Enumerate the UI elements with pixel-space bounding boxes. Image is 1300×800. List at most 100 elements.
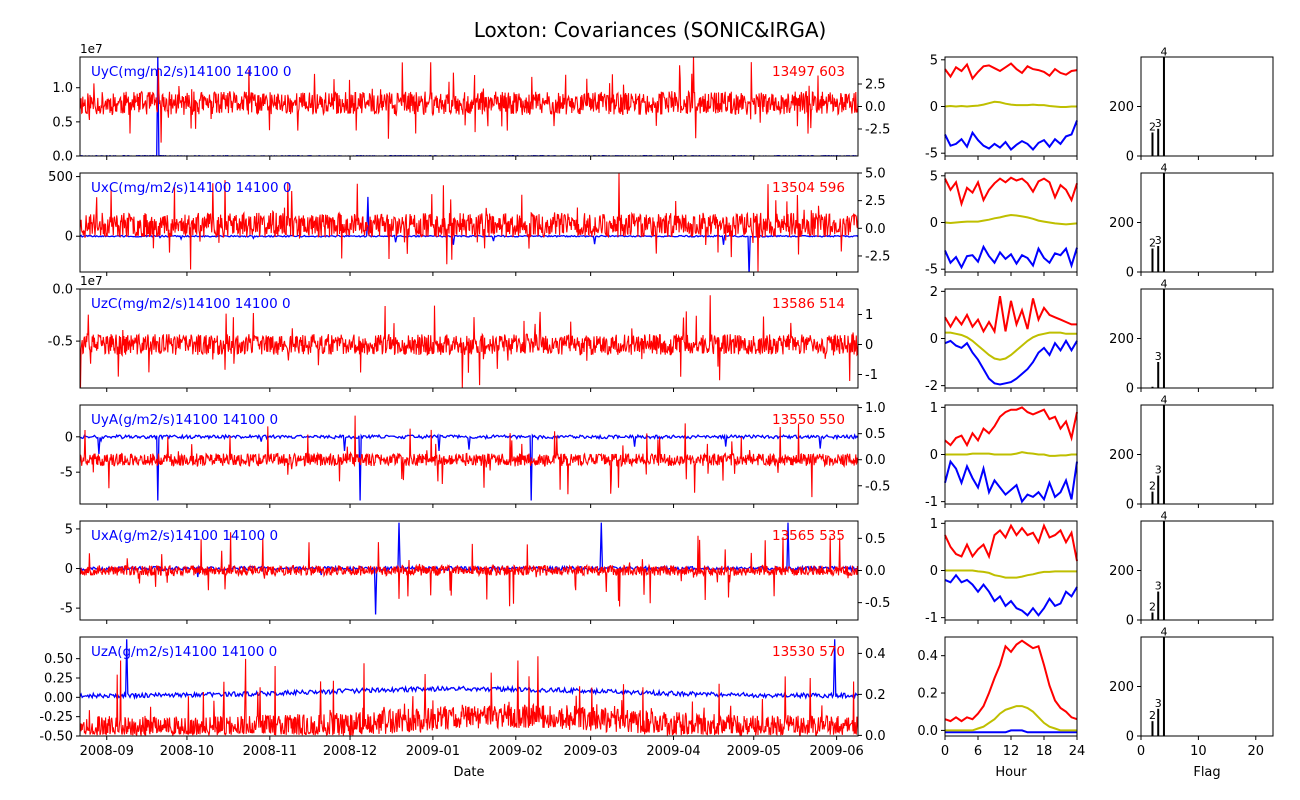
- diurnal-y-tick-label: 5: [930, 53, 938, 68]
- date-tick-label: 2008-09: [80, 744, 134, 759]
- hour-tick-label: 6: [974, 744, 982, 759]
- flag-axis-label: Flag: [1193, 765, 1220, 780]
- diurnal-y-tick-label: 0.0: [917, 724, 938, 739]
- diurnal-y-tick-label: 2: [930, 285, 938, 300]
- hour-tick-label: 18: [1036, 744, 1053, 759]
- diurnal-lower-line: [944, 573, 1078, 617]
- flag-y-tick-label: 200: [1109, 216, 1134, 231]
- timeseries-panel-6: 0.50 0.25 0.00 -0.25 -0.50 0.4 0.2 0.0 2008-09 20…: [39, 636, 886, 780]
- flag-bar-label: 3: [1155, 350, 1162, 363]
- diurnal-y-tick-label: 0: [930, 448, 938, 463]
- flag-bar: [1157, 362, 1160, 388]
- diurnal-upper-line: [944, 176, 1078, 208]
- diurnal-mean-line: [944, 100, 1077, 108]
- flag-y-tick-label: 200: [1109, 448, 1134, 463]
- flag-frame: [1140, 520, 1274, 621]
- flag-frame: [1140, 404, 1274, 505]
- flag-bar: [1157, 128, 1160, 156]
- diurnal-y-tick-label: 1: [930, 517, 938, 532]
- flag-bar: [1157, 246, 1160, 272]
- series-counts: 13530 570: [772, 644, 845, 660]
- date-tick-label: 2009-06: [809, 744, 863, 759]
- flag-bar: [1151, 491, 1154, 504]
- right-tick-label: -0.5: [865, 479, 890, 494]
- series-counts: 13550 550: [772, 412, 845, 428]
- left-tick-label: 0.00: [44, 691, 73, 706]
- left-tick-label: 0.0: [52, 150, 73, 165]
- flag-y-tick-label: 0: [1126, 150, 1134, 165]
- flag-panel-3: 3 4 0 200: [1109, 277, 1274, 397]
- right-tick-label: 0.5: [865, 427, 886, 442]
- diurnal-panel-1: 5 0 -5: [925, 53, 1078, 162]
- flag-bar-label: 4: [1160, 277, 1167, 290]
- right-tick-label: 0.4: [865, 647, 886, 662]
- diurnal-panel-5: 1 0 -1: [925, 517, 1078, 626]
- flag-bar-label: 4: [1160, 509, 1167, 522]
- diurnal-lower-line: [944, 338, 1078, 386]
- diurnal-mean-line: [945, 705, 1077, 732]
- left-tick-label: 1.0: [52, 81, 73, 96]
- flag-frame: [1140, 288, 1274, 389]
- left-tick-label: 0: [65, 430, 73, 445]
- date-tick-label: 2008-11: [243, 744, 297, 759]
- left-tick-label: 5: [65, 522, 73, 537]
- diurnal-mean-line: [945, 569, 1077, 579]
- series-label: UxA(g/m2/s)14100 14100 0: [91, 528, 278, 544]
- right-tick-label: 2.5: [865, 78, 886, 93]
- diurnal-panel-4: 1 0 -1: [925, 401, 1078, 510]
- right-tick-label: 0.0: [865, 564, 886, 579]
- diurnal-y-tick-label: -1: [925, 611, 938, 626]
- flag-bar-label: 2: [1149, 120, 1156, 133]
- timeseries-panel-4: 0 -5 1.0 0.5 0.0 -0.5 UyA(g/m2/s)14100 14100 0…: [60, 401, 890, 508]
- flag-bar-label: 4: [1160, 393, 1167, 406]
- left-tick-label: 0.0: [52, 283, 73, 298]
- flag-panel-2: 23 4 0 200: [1109, 161, 1274, 281]
- diurnal-upper-line: [944, 639, 1078, 723]
- diurnal-lower-line: [944, 459, 1078, 504]
- left-tick-label: 0.5: [52, 115, 73, 130]
- right-tick-label: 1.0: [865, 401, 886, 416]
- right-series-line: [80, 173, 858, 272]
- flag-panel-5: 2 3 4 0 200: [1109, 509, 1274, 629]
- left-tick-label: 0: [65, 562, 73, 577]
- flag-bar: [1157, 475, 1160, 504]
- diurnal-panel-2: 5 0 -5: [925, 169, 1078, 278]
- left-series-line: [80, 433, 858, 501]
- left-series-line: [80, 639, 858, 700]
- series-counts: 13565 535: [772, 528, 845, 544]
- diurnal-upper-line: [944, 295, 1077, 335]
- flag-y-tick-label: 200: [1109, 564, 1134, 579]
- flag-bar: [1162, 289, 1165, 388]
- right-tick-label: 0.0: [865, 222, 886, 237]
- series-label: UzC(mg/m2/s)14100 14100 0: [91, 296, 291, 312]
- flag-bar-label: 2: [1149, 480, 1156, 493]
- left-tick-label: 0.50: [44, 652, 73, 667]
- series-counts: 13504 596: [772, 180, 845, 196]
- flag-panel-6: 23 4 0 200 0 10 20 Flag: [1109, 625, 1274, 780]
- date-tick-label: 2009-01: [406, 744, 460, 759]
- left-tick-label: 0.25: [44, 671, 73, 686]
- diurnal-lower-line: [945, 729, 1077, 734]
- panel-frame: [79, 288, 859, 389]
- right-tick-label: 5.0: [865, 167, 886, 182]
- flag-bar: [1162, 57, 1165, 157]
- figure-title: Loxton: Covariances (SONIC&IRGA): [473, 18, 827, 42]
- diurnal-y-tick-label: 1: [930, 401, 938, 416]
- panel-frame: [79, 404, 859, 505]
- date-axis-label: Date: [453, 765, 484, 780]
- right-tick-label: -2.5: [865, 123, 890, 138]
- diurnal-mean-line: [945, 331, 1077, 361]
- timeseries-panel-3: 0.0 -0.5 1e7 1 0 -1 UzC(mg/m2/s)14100 14100 0 1…: [48, 274, 878, 392]
- diurnal-y-tick-label: -2: [925, 379, 938, 394]
- diurnal-y-tick-label: 0.2: [917, 687, 938, 702]
- diurnal-lower-line: [944, 120, 1078, 151]
- diurnal-y-tick-label: 0: [930, 332, 938, 347]
- right-tick-label: 1: [865, 308, 873, 323]
- flag-bar-label: 2: [1149, 236, 1156, 249]
- series-label: UzA(g/m2/s)14100 14100 0: [91, 644, 277, 660]
- left-tick-label: -0.5: [48, 335, 73, 350]
- date-tick-label: 2008-12: [323, 744, 377, 759]
- diurnal-y-tick-label: 5: [930, 169, 938, 184]
- flag-y-tick-label: 0: [1126, 382, 1134, 397]
- flag-x-tick-label: 10: [1190, 744, 1207, 759]
